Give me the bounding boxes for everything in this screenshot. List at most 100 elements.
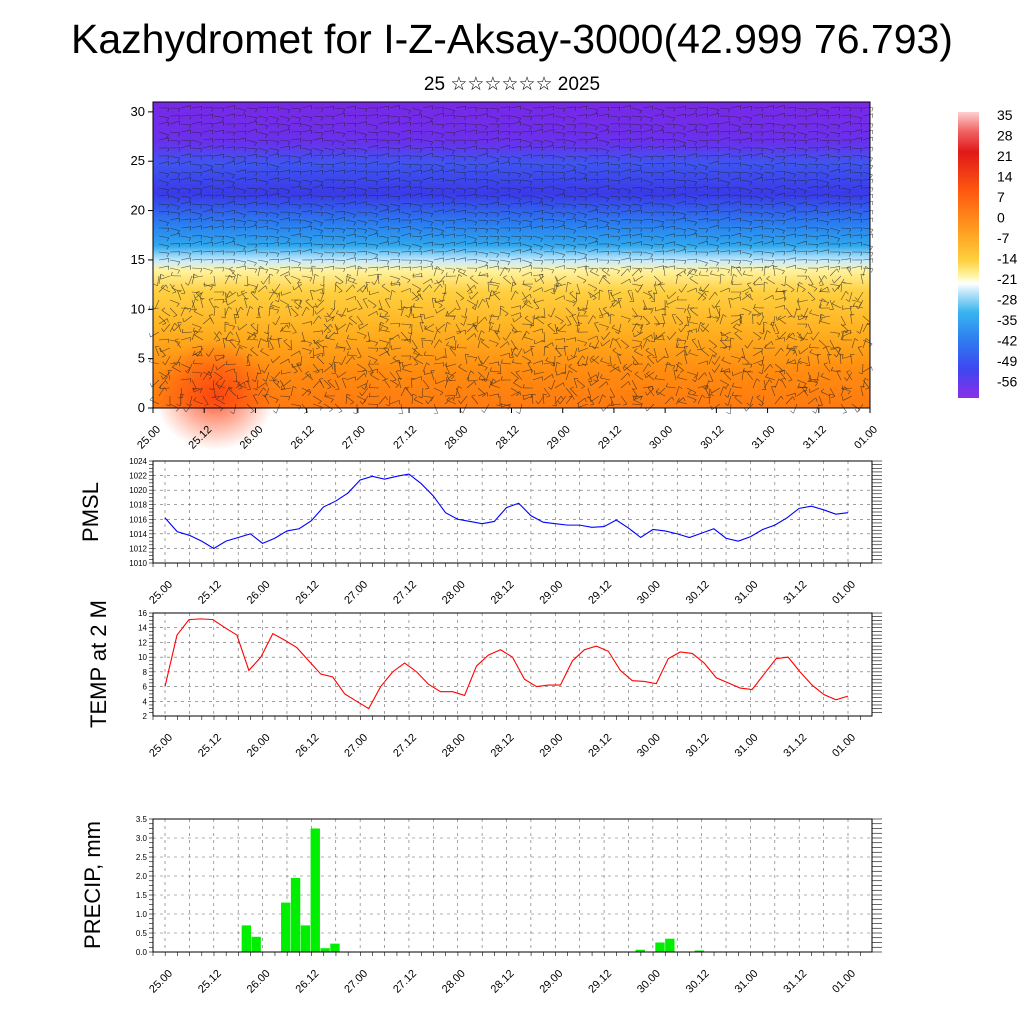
x-tick-label: 30.12 (684, 579, 712, 607)
grid (153, 818, 872, 953)
x-tick-label: 27.00 (340, 424, 368, 452)
precip-bar (320, 948, 330, 952)
y-tick-label: 10 (131, 301, 145, 316)
x-tick-label: 30.00 (647, 424, 675, 452)
y-tick-label: 1012 (129, 544, 147, 553)
colorbar-label: -42 (997, 333, 1017, 349)
precip-bar (251, 936, 261, 952)
precip-bar (330, 943, 340, 952)
x-tick-label: 26.12 (294, 579, 322, 607)
precip-bar (310, 828, 320, 952)
x-tick-label: 29.00 (545, 424, 573, 452)
precip-panel: 0.0 0.5 1.0 1.5 2.0 2.5 3.0 3.5 25.00 25.12 26.00 2… (80, 815, 882, 996)
y-tick-label: 1022 (129, 472, 147, 481)
colorbar-label: 0 (997, 210, 1005, 226)
y-tick-label: 2.5 (136, 853, 148, 862)
x-tick-label: 31.00 (733, 968, 761, 996)
precip-bar (665, 938, 675, 952)
x-tick-label: 28.12 (494, 424, 522, 452)
x-tick-label: 29.12 (586, 732, 614, 760)
x-tick-label: 31.12 (781, 968, 809, 996)
x-tick-label: 26.00 (245, 732, 273, 760)
x-tick-label: 26.00 (245, 579, 273, 607)
y-tick-label: 16 (138, 609, 147, 618)
chart-title: Kazhydromet for I-Z-Aksay-3000(42.999 76… (71, 16, 953, 62)
x-tick-label: 30.12 (684, 732, 712, 760)
precip-bar (655, 942, 665, 952)
y-tick-label: 15 (131, 252, 145, 267)
y-tick-label: 30 (131, 104, 145, 119)
series-line (164, 618, 849, 710)
y-tick-label: 3.5 (136, 815, 148, 824)
x-tick-label: 31.12 (801, 424, 829, 452)
y-tick-label: 1024 (129, 457, 147, 466)
x-tick-label: 27.00 (342, 579, 370, 607)
x-tick-label: 01.00 (830, 579, 858, 607)
y-tick-label: 10 (138, 653, 147, 662)
y-tick-label: 1014 (129, 530, 147, 539)
colorbar-label: -7 (997, 230, 1010, 246)
x-tick-label: 28.00 (440, 732, 468, 760)
x-tick-label: 28.00 (440, 579, 468, 607)
minor-ticks (149, 818, 882, 956)
temp-panel: 2 4 6 8 10 12 14 16 25.00 25.12 26.00 26.12 27.00 27.… (86, 600, 882, 760)
colorbar-label: -35 (997, 312, 1017, 328)
colorbar-label: 14 (997, 169, 1013, 185)
x-tick-label: 29.00 (537, 968, 565, 996)
y-tick-label: 8 (143, 668, 148, 677)
x-tick-label: 31.00 (733, 732, 761, 760)
x-tick-label: 31.12 (781, 732, 809, 760)
y-tick-label: 1018 (129, 501, 147, 510)
precip-bar (635, 949, 645, 952)
x-tick-label: 29.00 (537, 732, 565, 760)
colorbar-label: -21 (997, 271, 1017, 287)
y-tick-label: 20 (131, 203, 145, 218)
x-tick-label: 25.00 (147, 732, 175, 760)
x-tick-label: 30.12 (699, 424, 727, 452)
x-tick-label: 25.12 (196, 732, 224, 760)
panel-frame (152, 460, 873, 564)
x-tick-label: 26.12 (289, 424, 317, 452)
chart-subtitle: 25 ☆☆☆☆☆☆ 2025 (423, 74, 601, 95)
x-tick-label: 27.12 (391, 579, 419, 607)
x-tick-label: 29.12 (586, 579, 614, 607)
precip-bar (281, 902, 291, 952)
x-tick-label: 31.00 (733, 579, 761, 607)
x-tick-label: 28.00 (442, 424, 470, 452)
y-tick-label: 1.5 (136, 891, 148, 900)
y-tick-label: 6 (143, 683, 148, 692)
precip-bar (300, 925, 311, 952)
colorbar-label: -56 (997, 374, 1017, 390)
y-tick-label: 2.0 (136, 872, 148, 881)
x-tick-label: 26.12 (294, 968, 322, 996)
y-axis-label: PRECIP, mm (80, 821, 105, 949)
x-tick-label: 31.00 (750, 424, 778, 452)
minor-ticks (149, 612, 882, 720)
y-tick-label: 25 (131, 153, 145, 168)
x-tick-label: 28.12 (489, 968, 517, 996)
x-tick-label: 01.00 (830, 968, 858, 996)
x-tick-label: 25.00 (147, 968, 175, 996)
x-tick-label: 01.00 (852, 424, 880, 452)
x-tick-label: 25.00 (135, 424, 163, 452)
grid (153, 460, 872, 564)
y-tick-label: 5 (138, 351, 145, 366)
colorbar: 35 28 21 14 7 0 -7 -14 -21 -28 -35 -42 -49 -56 (958, 107, 1017, 398)
colorbar-label: 21 (997, 148, 1013, 164)
y-tick-label: 4 (143, 697, 148, 706)
precip-bar (290, 877, 301, 952)
x-tick-label: 27.00 (342, 732, 370, 760)
x-tick-label: 28.12 (489, 579, 517, 607)
minor-ticks (149, 460, 882, 567)
y-tick-label: 1020 (129, 486, 147, 495)
x-tick-label: 30.00 (635, 968, 663, 996)
x-tick-label: 25.12 (196, 579, 224, 607)
x-tick-label: 29.12 (596, 424, 624, 452)
panel-frame (152, 818, 873, 953)
y-tick-label: 1010 (129, 559, 147, 568)
x-tick-label: 26.00 (245, 968, 273, 996)
colorbar-scale (958, 112, 979, 398)
grid (153, 612, 872, 717)
x-tick-label: 25.00 (147, 579, 175, 607)
